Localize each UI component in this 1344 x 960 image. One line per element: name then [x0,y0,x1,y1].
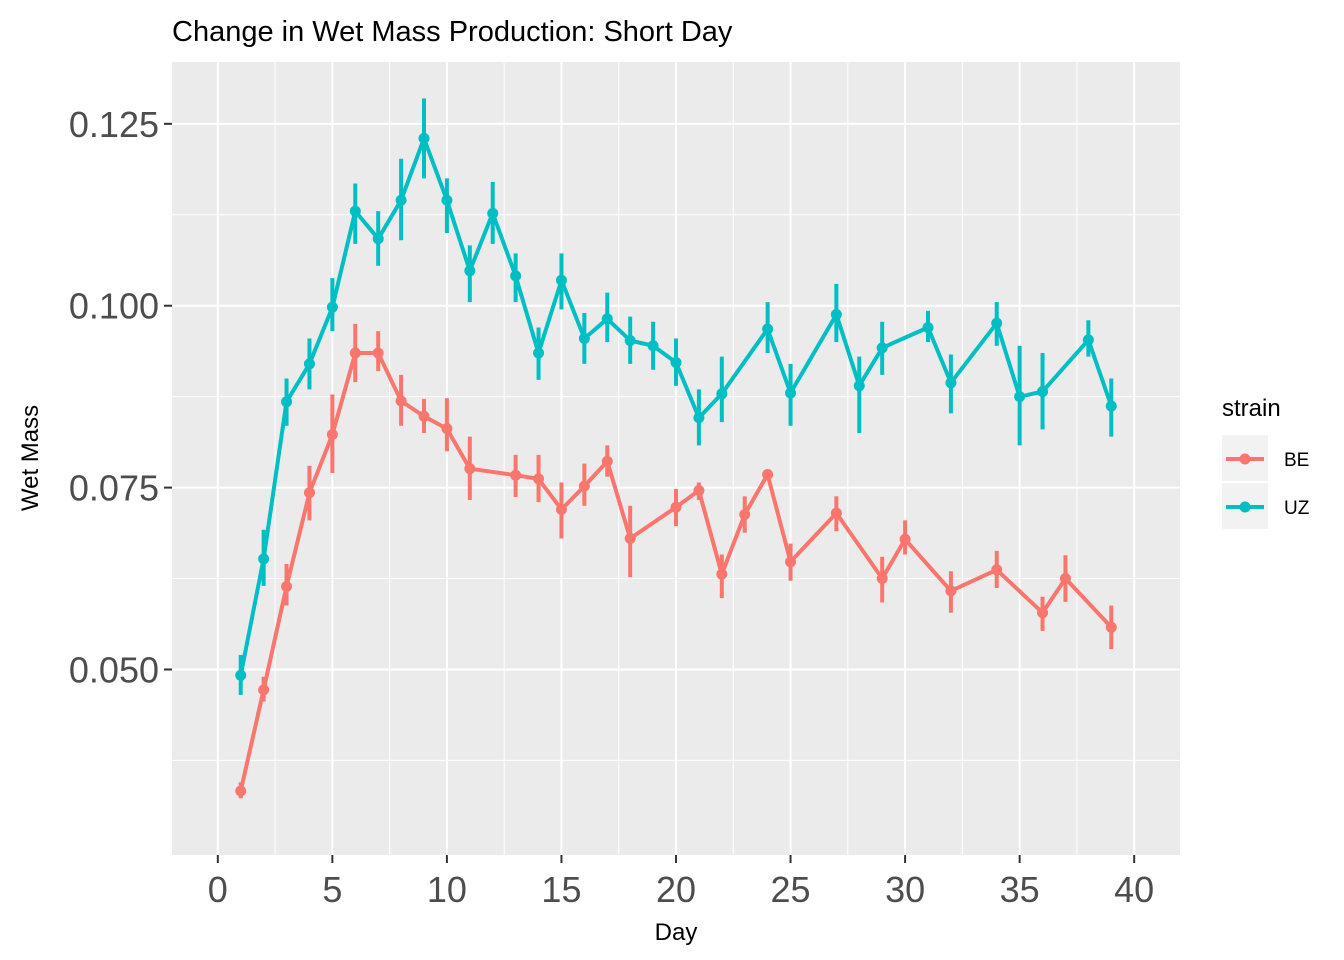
data-point-uz [693,412,705,424]
x-tick-label: 30 [885,869,925,910]
x-axis-title: Day [655,919,698,946]
data-point-uz [349,205,361,217]
data-point-uz [991,317,1003,329]
y-axis-title: Wet Mass [17,405,44,511]
data-point-be [555,503,567,515]
data-point-be [372,347,384,359]
legend-item-be: BE [1222,435,1309,481]
data-point-be [1059,573,1071,585]
data-point-uz [785,387,797,399]
x-tick-label: 20 [656,869,696,910]
data-point-be [739,509,751,521]
series-uz [235,98,1117,695]
x-tick-label: 25 [771,869,811,910]
data-point-uz [326,301,338,313]
data-point-be [693,485,705,497]
data-point-be [1037,607,1049,619]
data-point-uz [922,322,934,334]
data-point-uz [762,323,774,335]
data-point-uz [1014,391,1026,403]
legend-key-point [1239,501,1251,513]
data-point-be [991,564,1003,576]
data-point-uz [510,270,522,282]
y-axis-ticks: 0.050 0.075 0.100 0.125 [69,104,172,690]
data-point-be [578,480,590,492]
data-point-uz [876,342,888,354]
x-axis-ticks: 0 5 10 15 20 25 30 35 40 [208,855,1154,910]
legend-title: strain [1222,395,1281,422]
data-point-be [716,568,728,580]
y-tick-label: 0.125 [69,104,159,145]
data-point-uz [555,274,567,286]
legend-key-point [1239,453,1251,465]
data-point-uz [1037,386,1049,398]
chart-title: Change in Wet Mass Production: Short Day [172,16,733,48]
data-point-be [441,423,453,435]
data-point-be [303,487,315,499]
legend-label: UZ [1284,498,1310,519]
data-point-be [235,785,247,797]
data-point-uz [303,358,315,370]
data-point-uz [258,553,270,565]
data-point-be [395,395,407,407]
series-be [235,323,1117,799]
data-point-uz [395,194,407,206]
data-point-be [899,533,911,545]
data-point-uz [1082,334,1094,346]
data-point-uz [372,233,384,245]
data-point-be [945,585,957,597]
data-point-be [349,347,361,359]
data-point-be [785,556,797,568]
x-tick-label: 15 [541,869,581,910]
data-point-uz [418,132,430,144]
data-point-uz [716,388,728,400]
data-point-uz [487,207,499,219]
data-point-be [601,455,613,467]
series-line-uz [238,136,1114,676]
x-tick-label: 35 [1000,869,1040,910]
y-tick-label: 0.100 [69,286,159,327]
data-point-uz [624,335,636,347]
data-point-be [1105,621,1117,633]
data-point-be [418,410,430,422]
data-point-uz [853,380,865,392]
series-layer [235,98,1117,799]
data-point-uz [670,356,682,368]
data-point-uz [281,396,293,408]
data-point-be [876,573,888,585]
x-tick-label: 0 [208,869,228,910]
y-tick-label: 0.050 [69,649,159,690]
data-point-uz [945,377,957,389]
data-point-uz [647,340,659,352]
data-point-uz [830,308,842,320]
legend: strain BE UZ [1222,395,1310,529]
legend-item-uz: UZ [1222,483,1310,529]
data-point-be [762,469,774,481]
data-point-uz [1105,400,1117,412]
data-point-uz [601,313,613,325]
data-point-be [326,428,338,440]
data-point-be [510,469,522,481]
x-tick-label: 10 [427,869,467,910]
x-tick-label: 40 [1114,869,1154,910]
x-tick-label: 5 [322,869,342,910]
data-point-uz [578,332,590,344]
data-point-be [464,463,476,475]
data-point-be [624,533,636,545]
data-point-uz [441,194,453,206]
y-tick-label: 0.075 [69,468,159,509]
data-point-be [533,473,545,485]
legend-label: BE [1284,450,1309,471]
data-point-be [830,507,842,519]
data-point-be [258,684,270,696]
data-point-uz [533,347,545,359]
data-point-uz [464,265,476,277]
data-point-be [281,581,293,593]
data-point-be [670,501,682,513]
data-point-uz [235,669,247,681]
